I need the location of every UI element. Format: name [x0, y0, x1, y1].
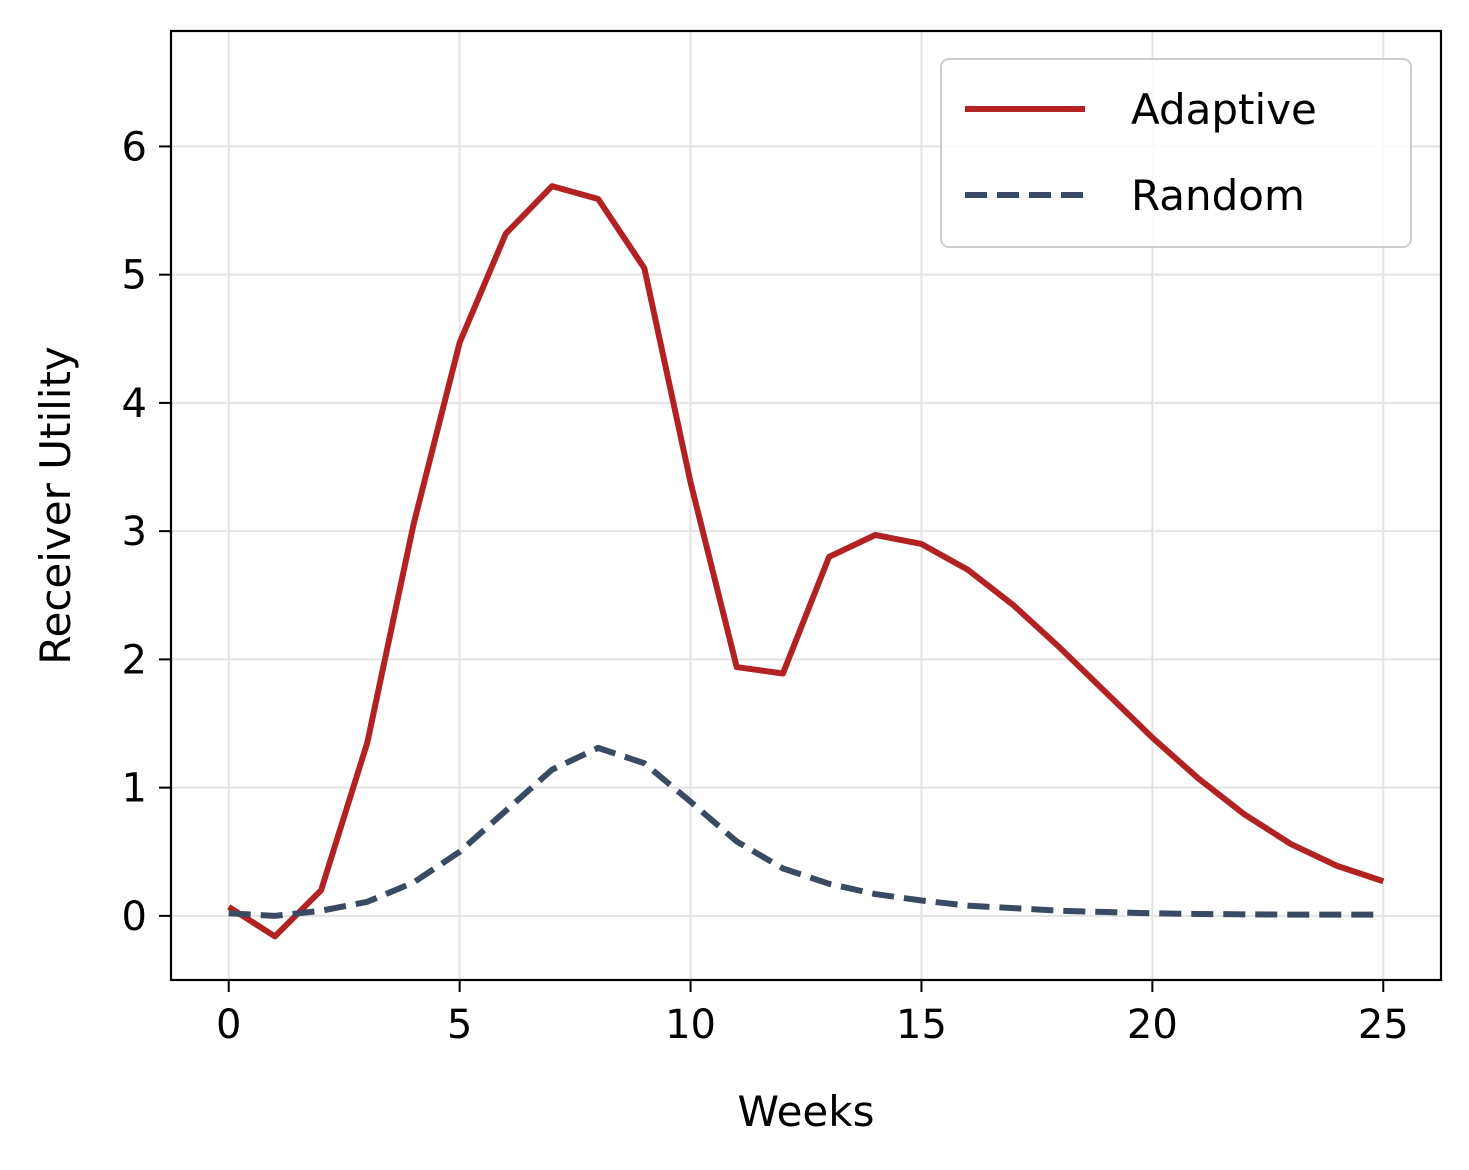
x-tick-label: 15: [896, 1002, 947, 1048]
y-axis-ticks: 0 1 2 3 4 5 6: [122, 124, 171, 940]
x-tick-label: 25: [1358, 1002, 1409, 1048]
x-tick-label: 10: [665, 1002, 716, 1048]
legend-label-random: Random: [1131, 171, 1305, 220]
y-tick-label: 6: [122, 124, 147, 170]
y-tick-label: 2: [122, 637, 147, 683]
y-tick-label: 1: [122, 766, 147, 812]
legend: Adaptive Random: [940, 58, 1412, 248]
series-line-random: [228, 744, 1384, 919]
plot-lines: [227, 183, 1385, 940]
plot-frame: [169, 29, 1443, 982]
y-tick-label: 3: [122, 509, 147, 555]
x-axis-ticks: 0 5 10 15 20 25: [216, 980, 1409, 1048]
y-tick-label: 5: [122, 253, 147, 299]
x-tick-label: 5: [447, 1002, 472, 1048]
y-axis-label: Receiver Utility: [31, 346, 80, 665]
x-tick-label: 20: [1127, 1002, 1178, 1048]
x-axis-label: Weeks: [738, 1087, 875, 1136]
legend-label-adaptive: Adaptive: [1131, 85, 1317, 134]
x-tick-label: 0: [216, 1002, 241, 1048]
series-line-adaptive: [227, 183, 1385, 940]
y-tick-label: 0: [122, 894, 147, 940]
y-tick-label: 4: [122, 381, 147, 427]
